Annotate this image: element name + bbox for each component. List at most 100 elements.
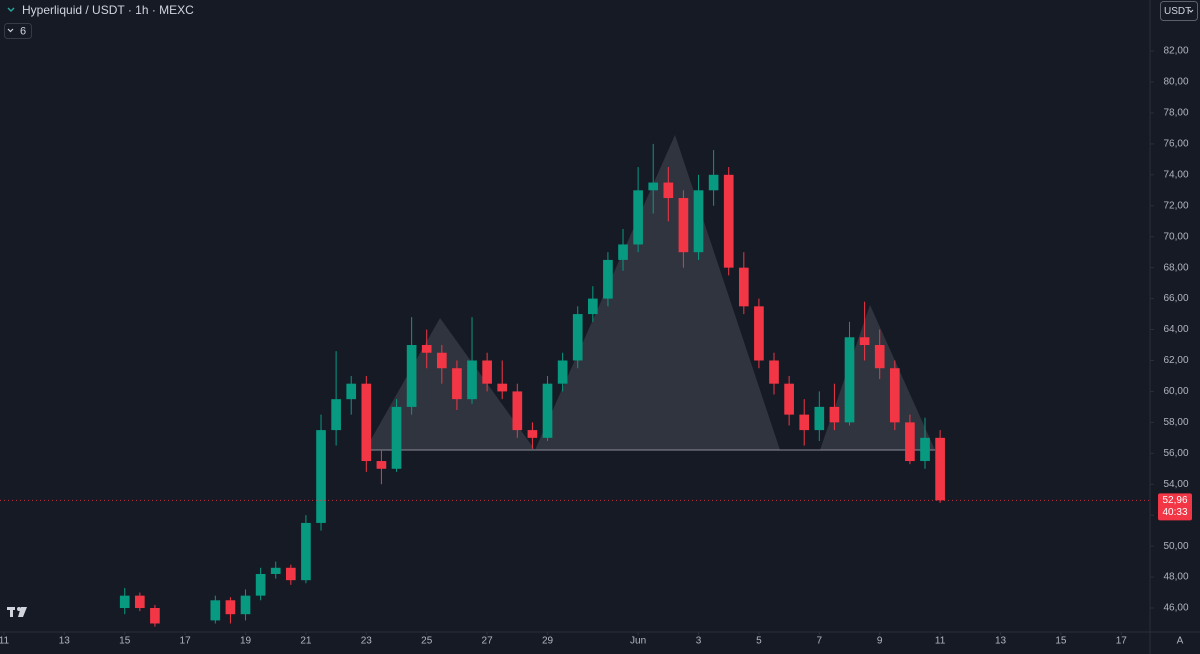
indicator-toggle[interactable] [4,23,32,39]
candle-body [512,391,523,431]
candle-body [693,190,704,253]
y-tick-label: 62,00 [1163,355,1188,366]
x-tick-label: Jun [630,636,646,647]
x-tick-label: 9 [877,636,883,647]
candle-body [784,383,794,415]
y-tick-label: 82,00 [1163,46,1188,57]
x-tick-label: 27 [482,636,494,647]
candle-body [452,368,462,400]
candle-body [346,383,357,400]
y-tick-label: 46,00 [1163,603,1188,614]
candle-body [633,190,643,245]
logo-part [17,607,21,611]
candle-body [255,573,266,596]
candle-body [754,306,764,361]
candle-body [225,600,236,615]
y-tick-label: 68,00 [1163,262,1188,273]
y-tick-label: 64,00 [1163,324,1188,335]
candle-body [859,337,870,346]
candle-body [663,182,674,199]
candle-body [285,567,296,581]
candle-body [316,430,326,523]
candle-body [467,360,477,400]
candle-body [874,345,885,369]
candle-body [889,368,900,423]
x-tick-label: 13 [59,636,71,647]
candle-body [769,360,779,384]
y-tick-label: 80,00 [1163,77,1188,88]
logo-part [10,607,13,617]
candle-body [436,352,447,369]
candle-body [723,174,734,268]
candle-body [557,360,568,384]
candle-body [240,595,251,615]
x-tick-label: 19 [240,636,252,647]
candle-body [527,430,538,438]
candle-body [618,244,628,260]
candle-body [210,600,221,621]
chevron [1188,9,1194,13]
y-tick-label: 48,00 [1163,572,1188,583]
candle-body [678,198,689,253]
x-tick-label: 11 [935,636,946,647]
y-tick-label: 76,00 [1163,139,1188,150]
left-shoulder [365,318,535,450]
candle-body [301,522,311,581]
candle-body [935,437,945,501]
candle-body [331,399,341,431]
head [535,135,780,450]
candle-body [905,422,915,462]
logo-part [18,607,27,617]
last-price-box [1158,493,1192,521]
y-tick-label: 74,00 [1163,169,1188,180]
x-tick-label: 3 [696,636,702,647]
candle-body [708,174,719,191]
candle-body [799,414,810,431]
y-tick-label: 54,00 [1163,479,1188,490]
candle-body [150,608,160,624]
x-tick-label: 13 [995,636,1007,647]
candle-body [844,337,855,423]
y-tick-label: 72,00 [1163,200,1188,211]
x-tick-label: 11 [0,636,10,647]
candle-body [587,298,598,315]
candle-body [829,406,840,423]
chart-title: Hyperliquid / USDT · 1h · MEXC [22,3,194,17]
x-tick-label: 29 [542,636,554,647]
y-tick-label: 50,00 [1163,541,1188,552]
candle-body [361,383,372,462]
x-tick-label: 15 [119,636,131,647]
candle-body [391,406,402,469]
candle-body [603,259,613,299]
x-tick-label: 25 [421,636,433,647]
candles [119,143,945,627]
x-tick-label: 5 [756,636,762,647]
currency-button[interactable] [1160,1,1198,21]
last-price-label: 52,96 [1162,495,1187,506]
x-tick-label: 21 [300,636,312,647]
indicator-count[interactable]: 6 [20,25,26,37]
candle-body [814,406,825,431]
candle-body [376,461,387,469]
candle-body [421,345,432,353]
symbol-icon [7,7,15,13]
auto-scale-button[interactable]: A [1177,636,1184,647]
candle-body [406,345,417,407]
candle-body [119,595,130,609]
candle-body [270,567,281,574]
y-tick-label: 60,00 [1163,386,1188,397]
y-tick-label: 70,00 [1163,231,1188,242]
candle-body [648,182,659,191]
x-tick-label: 17 [180,636,192,647]
x-tick-label: 15 [1055,636,1067,647]
x-tick-label: 7 [817,636,823,647]
candle-body [497,383,508,392]
countdown: 40:33 [1162,507,1187,518]
candle-body [738,267,749,307]
chevron [7,28,14,33]
candle-body [134,595,145,609]
currency-label[interactable]: USDT [1164,6,1191,17]
